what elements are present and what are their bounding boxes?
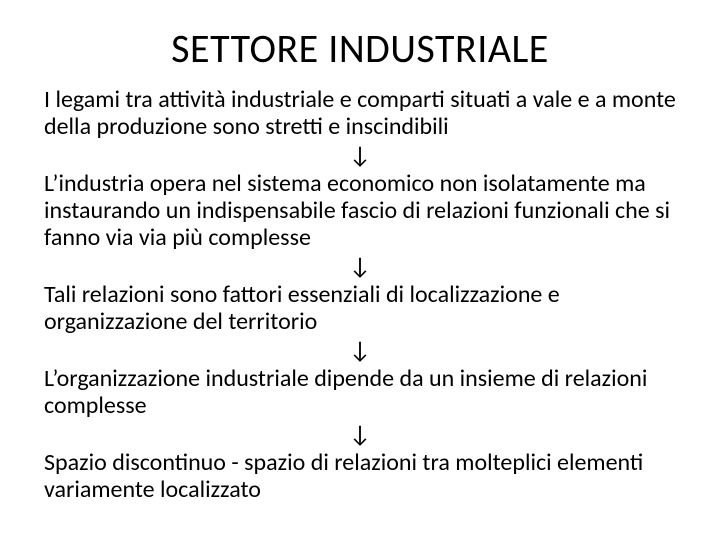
arrow-2: ↓ [44,254,676,280]
slide-title: SETTORE INDUSTRIALE [44,24,676,73]
arrow-4: ↓ [44,422,676,448]
slide-container: SETTORE INDUSTRIALE I legami tra attivit… [0,0,720,540]
paragraph-3: Tali relazioni sono fattori essenziali d… [44,282,676,336]
arrow-1: ↓ [44,143,676,169]
arrow-3: ↓ [44,338,676,364]
paragraph-1: I legami tra attività industriale e comp… [44,87,676,141]
paragraph-5: Spazio discontinuo - spazio di relazioni… [44,450,676,504]
paragraph-2: L’industria opera nel sistema economico … [44,171,676,252]
paragraph-4: L’organizzazione industriale dipende da … [44,366,676,420]
